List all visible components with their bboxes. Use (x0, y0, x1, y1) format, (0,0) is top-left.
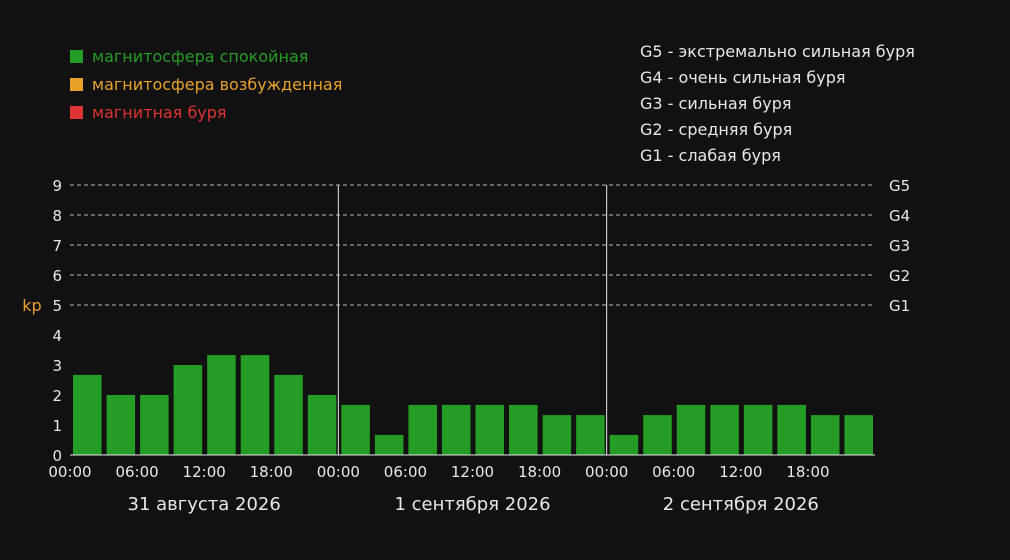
legend-swatch-quiet (70, 49, 83, 63)
storm-level-g2: G2 - средняя буря (640, 120, 793, 139)
y-tick-label: 9 (52, 177, 62, 195)
kp-bar (509, 404, 538, 455)
kp-bar (408, 404, 437, 455)
y-tick-label: 1 (52, 417, 62, 435)
storm-level-legend: G5 - экстремально сильная буря G4 - очен… (640, 42, 915, 172)
right-axis-label-g4: G4 (889, 207, 910, 225)
legend-item-storm: магнитная буря (70, 98, 342, 126)
kp-bar (743, 404, 773, 455)
right-axis-label-g5: G5 (889, 177, 910, 195)
activity-legend: магнитосфера спокойная магнитосфера возб… (70, 42, 342, 126)
x-tick-label: 00:00 (585, 463, 628, 481)
legend-swatch-excited (70, 77, 83, 91)
x-tick-label: 18:00 (250, 463, 293, 481)
kp-bar (475, 404, 505, 455)
y-tick-label: 4 (52, 327, 62, 345)
y-tick-label: 6 (52, 267, 62, 285)
kp-bar (173, 365, 203, 455)
x-tick-label: 00:00 (48, 463, 91, 481)
y-tick-label: 3 (52, 357, 62, 375)
day-label: 1 сентября 2026 (394, 494, 550, 515)
kp-bar (810, 415, 840, 455)
x-tick-label: 12:00 (183, 463, 226, 481)
kp-bar (207, 355, 236, 455)
x-tick-label: 18:00 (518, 463, 561, 481)
kp-bar (341, 404, 370, 455)
kp-bar (676, 404, 706, 455)
right-axis-label-g3: G3 (889, 237, 910, 255)
kp-bar (274, 374, 303, 455)
kp-bar (710, 404, 739, 455)
y-tick-label: 2 (52, 387, 62, 405)
kp-bar (240, 355, 270, 455)
right-axis-label-g1: G1 (889, 297, 910, 315)
x-tick-label: 12:00 (719, 463, 762, 481)
kp-bar (576, 415, 605, 455)
storm-level-g4: G4 - очень сильная буря (640, 68, 846, 87)
y-tick-label: 7 (52, 237, 62, 255)
legend-item-quiet: магнитосфера спокойная (70, 42, 342, 70)
x-tick-label: 12:00 (451, 463, 494, 481)
y-tick-label: 8 (52, 207, 62, 225)
right-axis-label-g2: G2 (889, 267, 910, 285)
kp-bar (441, 404, 471, 455)
kp-bar (307, 395, 337, 455)
x-tick-label: 06:00 (652, 463, 695, 481)
storm-level-g3: G3 - сильная буря (640, 94, 792, 113)
kp-bar (609, 434, 639, 455)
kp-bar (140, 395, 169, 455)
legend-label-storm: магнитная буря (92, 102, 227, 122)
y-axis-label: kp (22, 296, 41, 315)
kp-bar (542, 415, 572, 455)
legend-swatch-storm (70, 105, 83, 119)
kp-bar (777, 404, 806, 455)
x-tick-label: 06:00 (115, 463, 158, 481)
kp-bar (844, 415, 873, 455)
storm-level-g1: G1 - слабая буря (640, 146, 781, 165)
x-tick-label: 06:00 (384, 463, 427, 481)
x-tick-label: 00:00 (317, 463, 360, 481)
legend-label-quiet: магнитосфера спокойная (92, 46, 309, 66)
storm-level-g5: G5 - экстремально сильная буря (640, 42, 915, 61)
kp-bar (106, 395, 136, 455)
legend-label-excited: магнитосфера возбужденная (92, 74, 343, 94)
day-label: 2 сентября 2026 (663, 494, 819, 515)
kp-bar (643, 415, 672, 455)
kp-bar (374, 434, 404, 455)
legend-item-excited: магнитосфера возбужденная (70, 70, 342, 98)
y-tick-label: 5 (52, 297, 62, 315)
y-tick-label: 0 (52, 447, 62, 465)
x-tick-label: 18:00 (786, 463, 829, 481)
day-label: 31 августа 2026 (128, 494, 281, 515)
kp-bar (73, 374, 102, 455)
